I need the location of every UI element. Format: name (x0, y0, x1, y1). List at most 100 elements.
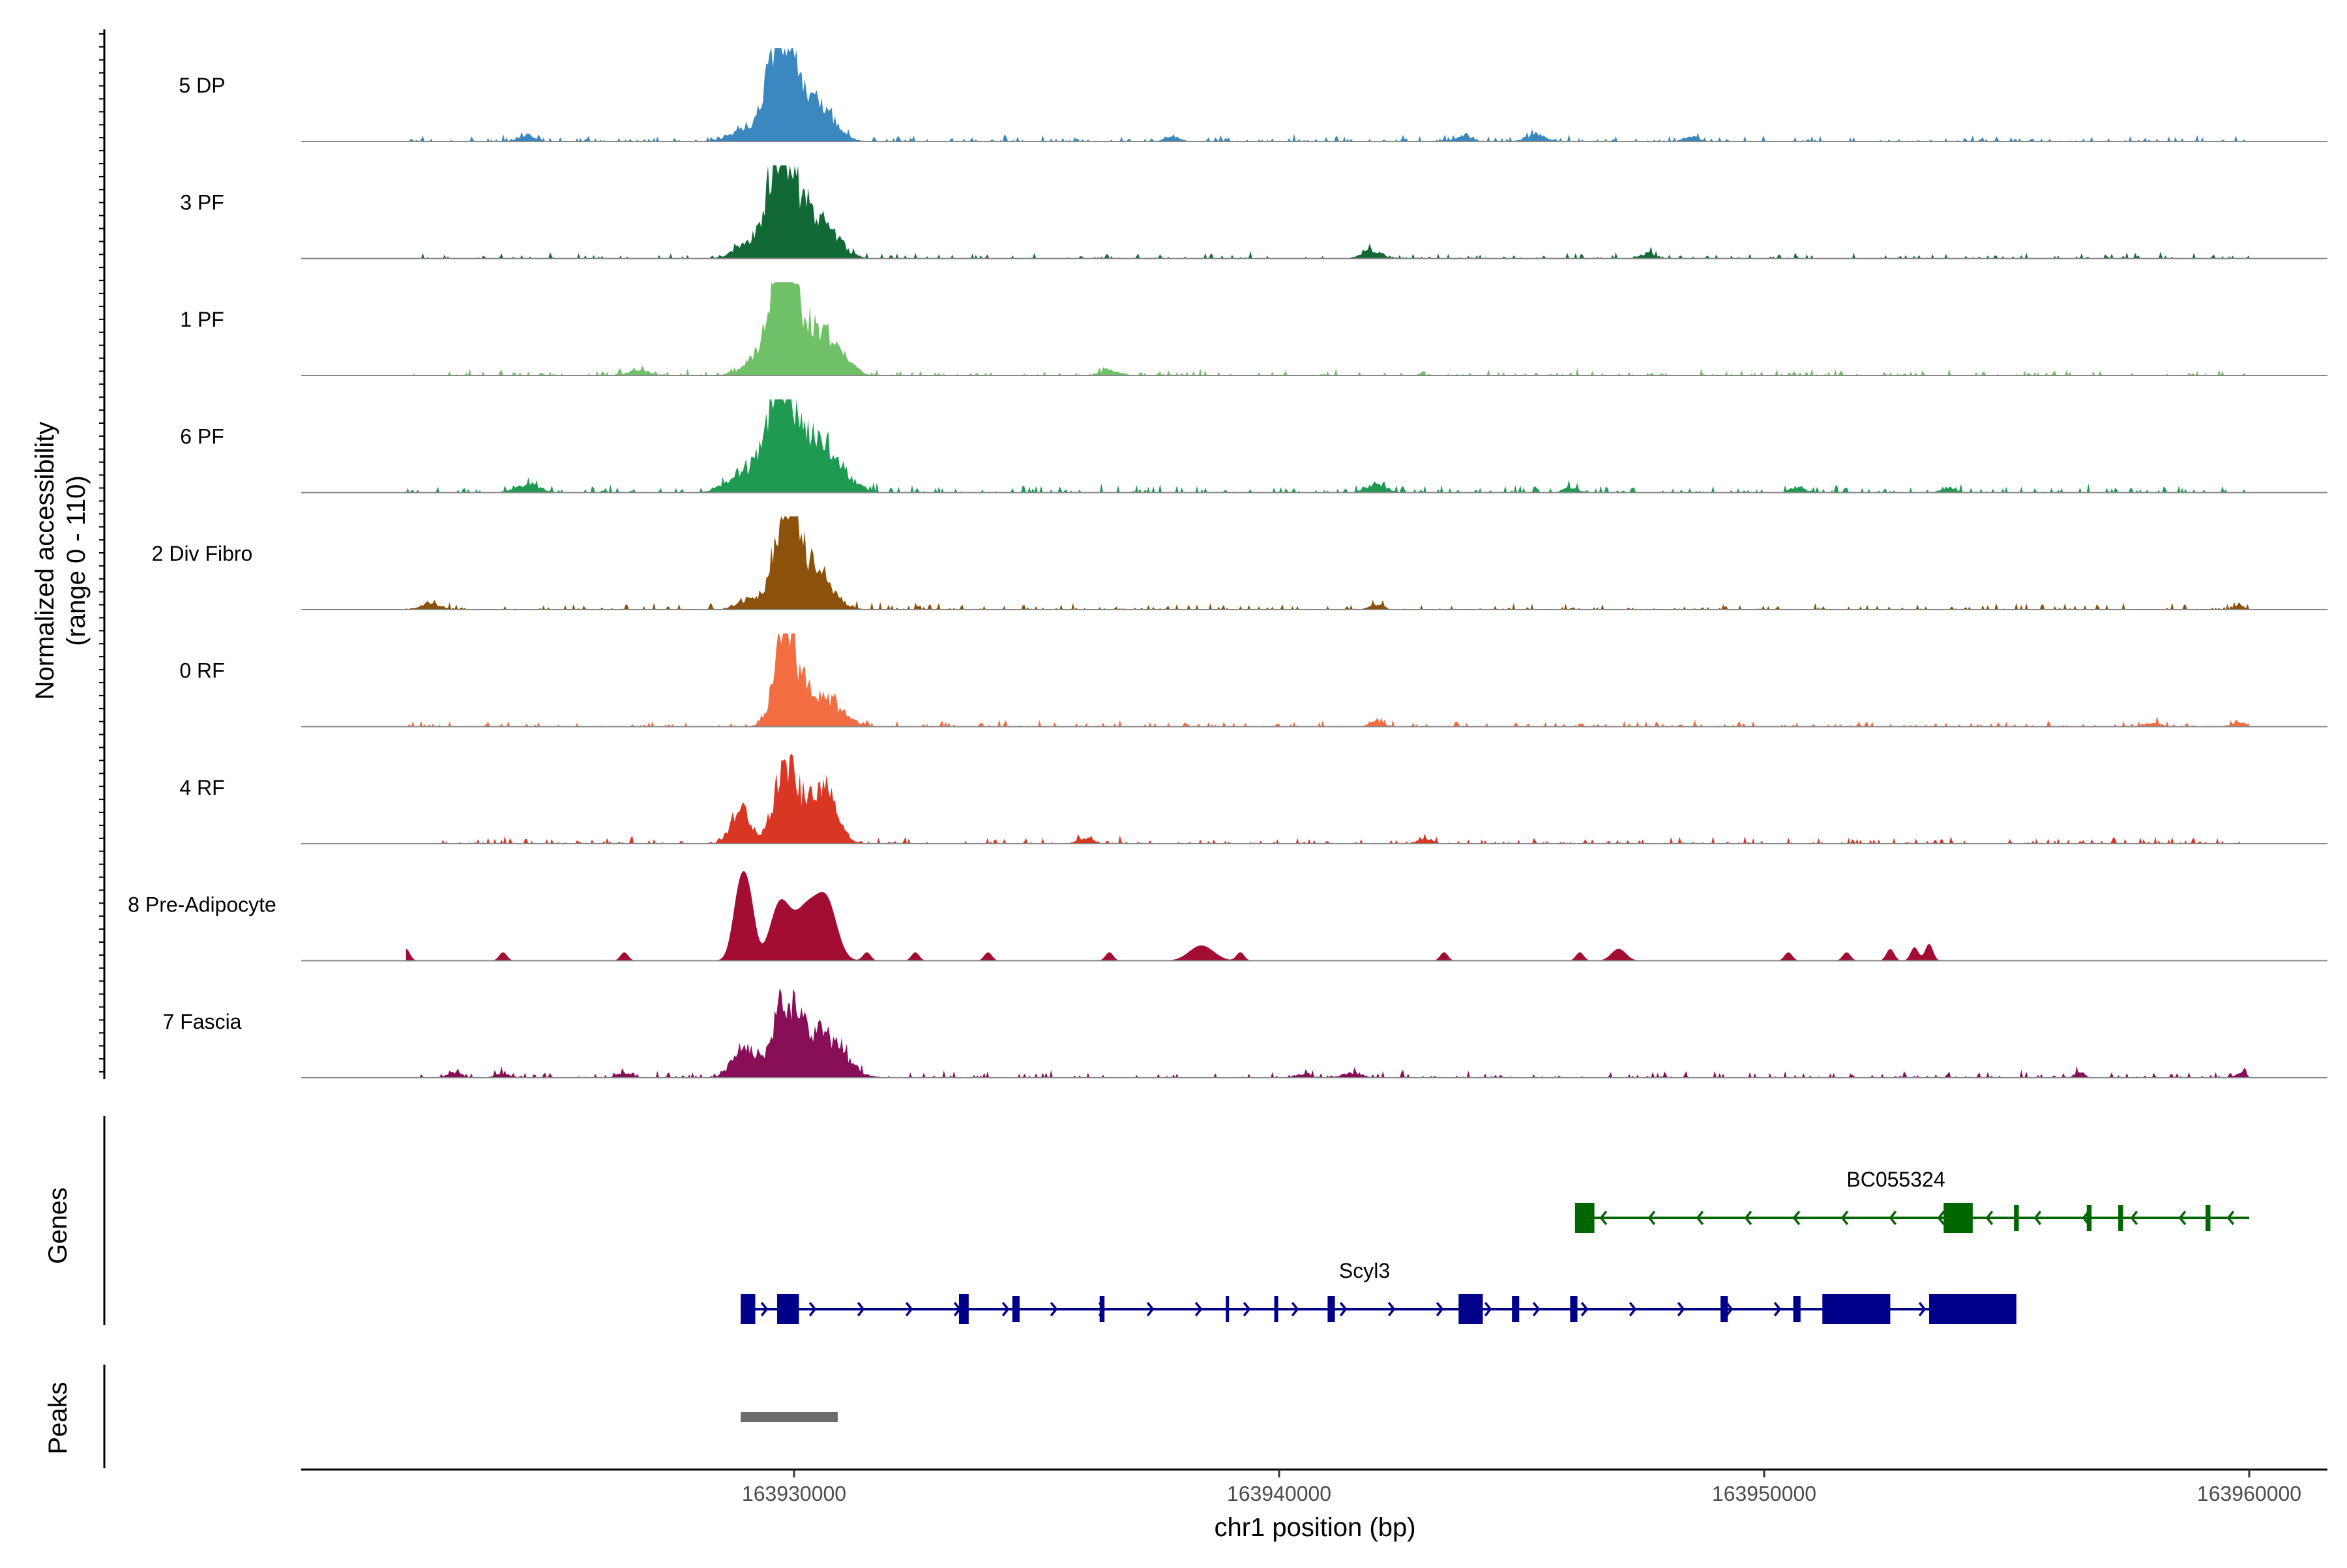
strand-arrow (1387, 1301, 1396, 1317)
track-7-fascia: 7 Fascia (163, 988, 2327, 1078)
track-3-pf: 3 PF (180, 165, 2327, 259)
track-label-0: 5 DP (179, 74, 225, 97)
peaks-track-label: Peaks (44, 1382, 72, 1454)
strand-arrow (1918, 1301, 1926, 1317)
coverage-area-3 (406, 399, 2249, 493)
strand-arrow (1744, 1210, 1752, 1226)
track-label-7: 8 Pre-Adipocyte (128, 893, 276, 917)
strand-arrow (2130, 1210, 2138, 1226)
track-5-dp: 5 DP (179, 48, 2327, 142)
exon-14 (1928, 1294, 2016, 1324)
track-label-2: 1 PF (180, 308, 224, 331)
exon-9 (1512, 1296, 1520, 1322)
exon-6 (1274, 1296, 1278, 1322)
strand-arrow (1484, 1301, 1492, 1317)
strand-arrow (2178, 1210, 2187, 1226)
track-0-rf: 0 RF (179, 633, 2327, 728)
exon-4 (2118, 1205, 2123, 1231)
strand-arrow (2033, 1210, 2042, 1226)
coverage-area-1 (406, 165, 2249, 259)
exon-0 (741, 1294, 756, 1324)
exon-2 (2014, 1205, 2019, 1231)
track-label-6: 4 RF (179, 776, 224, 799)
track-label-5: 0 RF (179, 659, 224, 683)
exon-5 (1226, 1296, 1230, 1322)
track-2-div-fibro: 2 Div Fibro (152, 516, 2327, 610)
gene-scyl3: Scyl3 (741, 1259, 2016, 1324)
strand-arrow (1436, 1301, 1444, 1317)
strand-arrow (1339, 1301, 1348, 1317)
track-label-4: 2 Div Fibro (152, 542, 253, 565)
coverage-area-4 (406, 516, 2249, 610)
strand-arrow (1840, 1210, 1849, 1226)
strand-arrow (1696, 1210, 1704, 1226)
gene-bc055324: BC055324 (1574, 1168, 2249, 1233)
exon-1 (776, 1294, 799, 1324)
strand-arrow (1773, 1301, 1782, 1317)
strand-arrow (1985, 1210, 1994, 1226)
exon-2 (958, 1294, 969, 1324)
track-4-rf: 4 RF (179, 754, 2327, 844)
x-tick-label-2: 163950000 (1712, 1482, 1816, 1505)
track-label-8: 7 Fascia (163, 1010, 242, 1033)
strand-arrow (1001, 1301, 1010, 1317)
coverage-area-5 (406, 633, 2249, 727)
y-axis-label-range: (range 0 - 110) (62, 475, 91, 646)
strand-arrow (1146, 1301, 1155, 1317)
strand-arrow (1599, 1210, 1608, 1226)
coverage-area-0 (406, 48, 2249, 141)
strand-arrow (905, 1301, 913, 1317)
exon-11 (1720, 1296, 1728, 1322)
strand-arrow (1889, 1210, 1897, 1226)
strand-arrow (808, 1301, 817, 1317)
track-label-1: 3 PF (180, 191, 224, 214)
gene-name-label: Scyl3 (1339, 1259, 1390, 1282)
exon-13 (1822, 1294, 1891, 1324)
exon-0 (1574, 1203, 1595, 1233)
coverage-area-8 (406, 988, 2249, 1078)
strand-arrow (857, 1301, 865, 1317)
coverage-area-6 (406, 754, 2249, 844)
track-8-pre-adipocyte: 8 Pre-Adipocyte (128, 871, 2327, 962)
peak-track (741, 1412, 838, 1422)
strand-arrow (1629, 1301, 1637, 1317)
x-tick-label-0: 163930000 (742, 1482, 846, 1505)
strand-arrow (1291, 1301, 1299, 1317)
track-6-pf: 6 PF (180, 399, 2327, 494)
track-1-pf: 1 PF (180, 282, 2327, 376)
exon-4 (1099, 1296, 1105, 1322)
strand-arrow (1937, 1210, 1945, 1226)
coverage-area-7 (406, 871, 2249, 961)
coverage-area-2 (406, 282, 2249, 376)
x-axis-label: chr1 position (bp) (1214, 1513, 1415, 1542)
strand-arrow (1580, 1301, 1589, 1317)
exon-1 (1943, 1203, 1973, 1233)
strand-arrow (1050, 1301, 1058, 1317)
track-label-3: 6 PF (180, 425, 224, 449)
strand-arrow (1725, 1301, 1734, 1317)
exon-8 (1458, 1294, 1483, 1324)
exon-3 (2086, 1205, 2092, 1231)
x-tick-label-3: 163960000 (2197, 1482, 2301, 1505)
exon-3 (1012, 1296, 1020, 1322)
exon-10 (1570, 1296, 1578, 1322)
gene-track: BC055324 Scyl3 (741, 1168, 2249, 1324)
strand-arrow (2226, 1210, 2235, 1226)
exon-5 (2206, 1205, 2211, 1231)
peak-region-0 (741, 1412, 838, 1422)
strand-arrow (1647, 1210, 1656, 1226)
strand-arrow (1792, 1210, 1801, 1226)
strand-arrow (1243, 1301, 1251, 1317)
axes: 163930000 163940000 163950000 163960000 (99, 29, 2327, 1505)
strand-arrow (1532, 1301, 1541, 1317)
exon-7 (1327, 1296, 1335, 1322)
gene-name-label: BC055324 (1846, 1168, 1945, 1191)
coverage-tracks: 5 DP 3 PF 1 PF 6 PF 2 Div Fibro 0 RF 4 RF 8 Pre… (128, 48, 2327, 1078)
x-tick-label-1: 163940000 (1227, 1482, 1331, 1505)
strand-arrow (760, 1301, 769, 1317)
genes-track-label: Genes (44, 1187, 72, 1264)
y-axis-label: Normalized accessibility (31, 422, 59, 700)
strand-arrow (1677, 1301, 1685, 1317)
